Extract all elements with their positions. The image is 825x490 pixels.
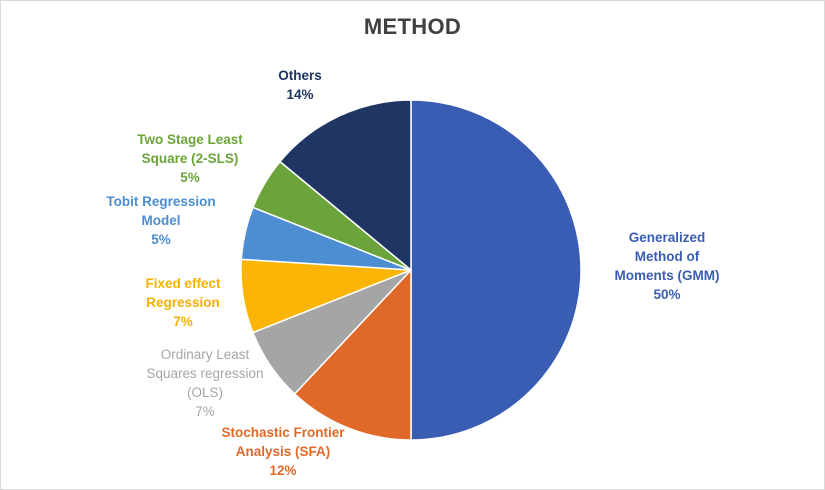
slice-percent: 50% [653,287,681,302]
slice-label-line: Method of [634,249,700,264]
pie-slice-gmm [410,99,582,441]
slice-percent: 7% [173,314,193,329]
slice-percent: 14% [286,87,314,102]
slice-label-line: Squares regression [146,366,264,381]
chart-title: METHOD [363,14,462,39]
slice-label-line: Model [141,213,181,228]
pie-slice-others [278,99,412,272]
slice-label-line: Generalized [628,230,706,245]
slice-label-others: Others 14% [260,66,340,104]
slice-label-line: Stochastic Frontier [221,425,345,440]
slice-percent: 12% [269,463,297,478]
slice-percent: 5% [151,232,171,247]
slice-label-tobit: Tobit Regression Model 5% [96,192,226,249]
slice-label-gmm: Generalized Method of Moments (GMM) 50% [607,228,727,304]
slice-label-line: Ordinary Least [160,347,250,362]
slice-label-2sls: Two Stage Least Square (2-SLS) 5% [120,130,260,187]
slice-label-line: Moments (GMM) [614,268,720,283]
slice-label-line: (OLS) [186,385,223,400]
slice-label-line: Regression [146,295,220,310]
slice-label-line: Others [278,68,322,83]
slice-label-line: Square (2-SLS) [141,151,239,166]
slice-label-line: Two Stage Least [137,132,243,147]
slice-label-fixed-effect: Fixed effect Regression 7% [128,274,238,331]
slice-label-ols: Ordinary Least Squares regression (OLS) … [130,345,280,421]
slice-label-line: Fixed effect [145,276,221,291]
slice-percent: 5% [180,170,200,185]
slice-label-line: Tobit Regression [106,194,216,209]
slice-label-sfa: Stochastic Frontier Analysis (SFA) 12% [203,423,363,480]
slice-label-line: Analysis (SFA) [235,444,331,459]
pie-slice-sfa [293,268,412,441]
slice-percent: 7% [195,404,215,419]
